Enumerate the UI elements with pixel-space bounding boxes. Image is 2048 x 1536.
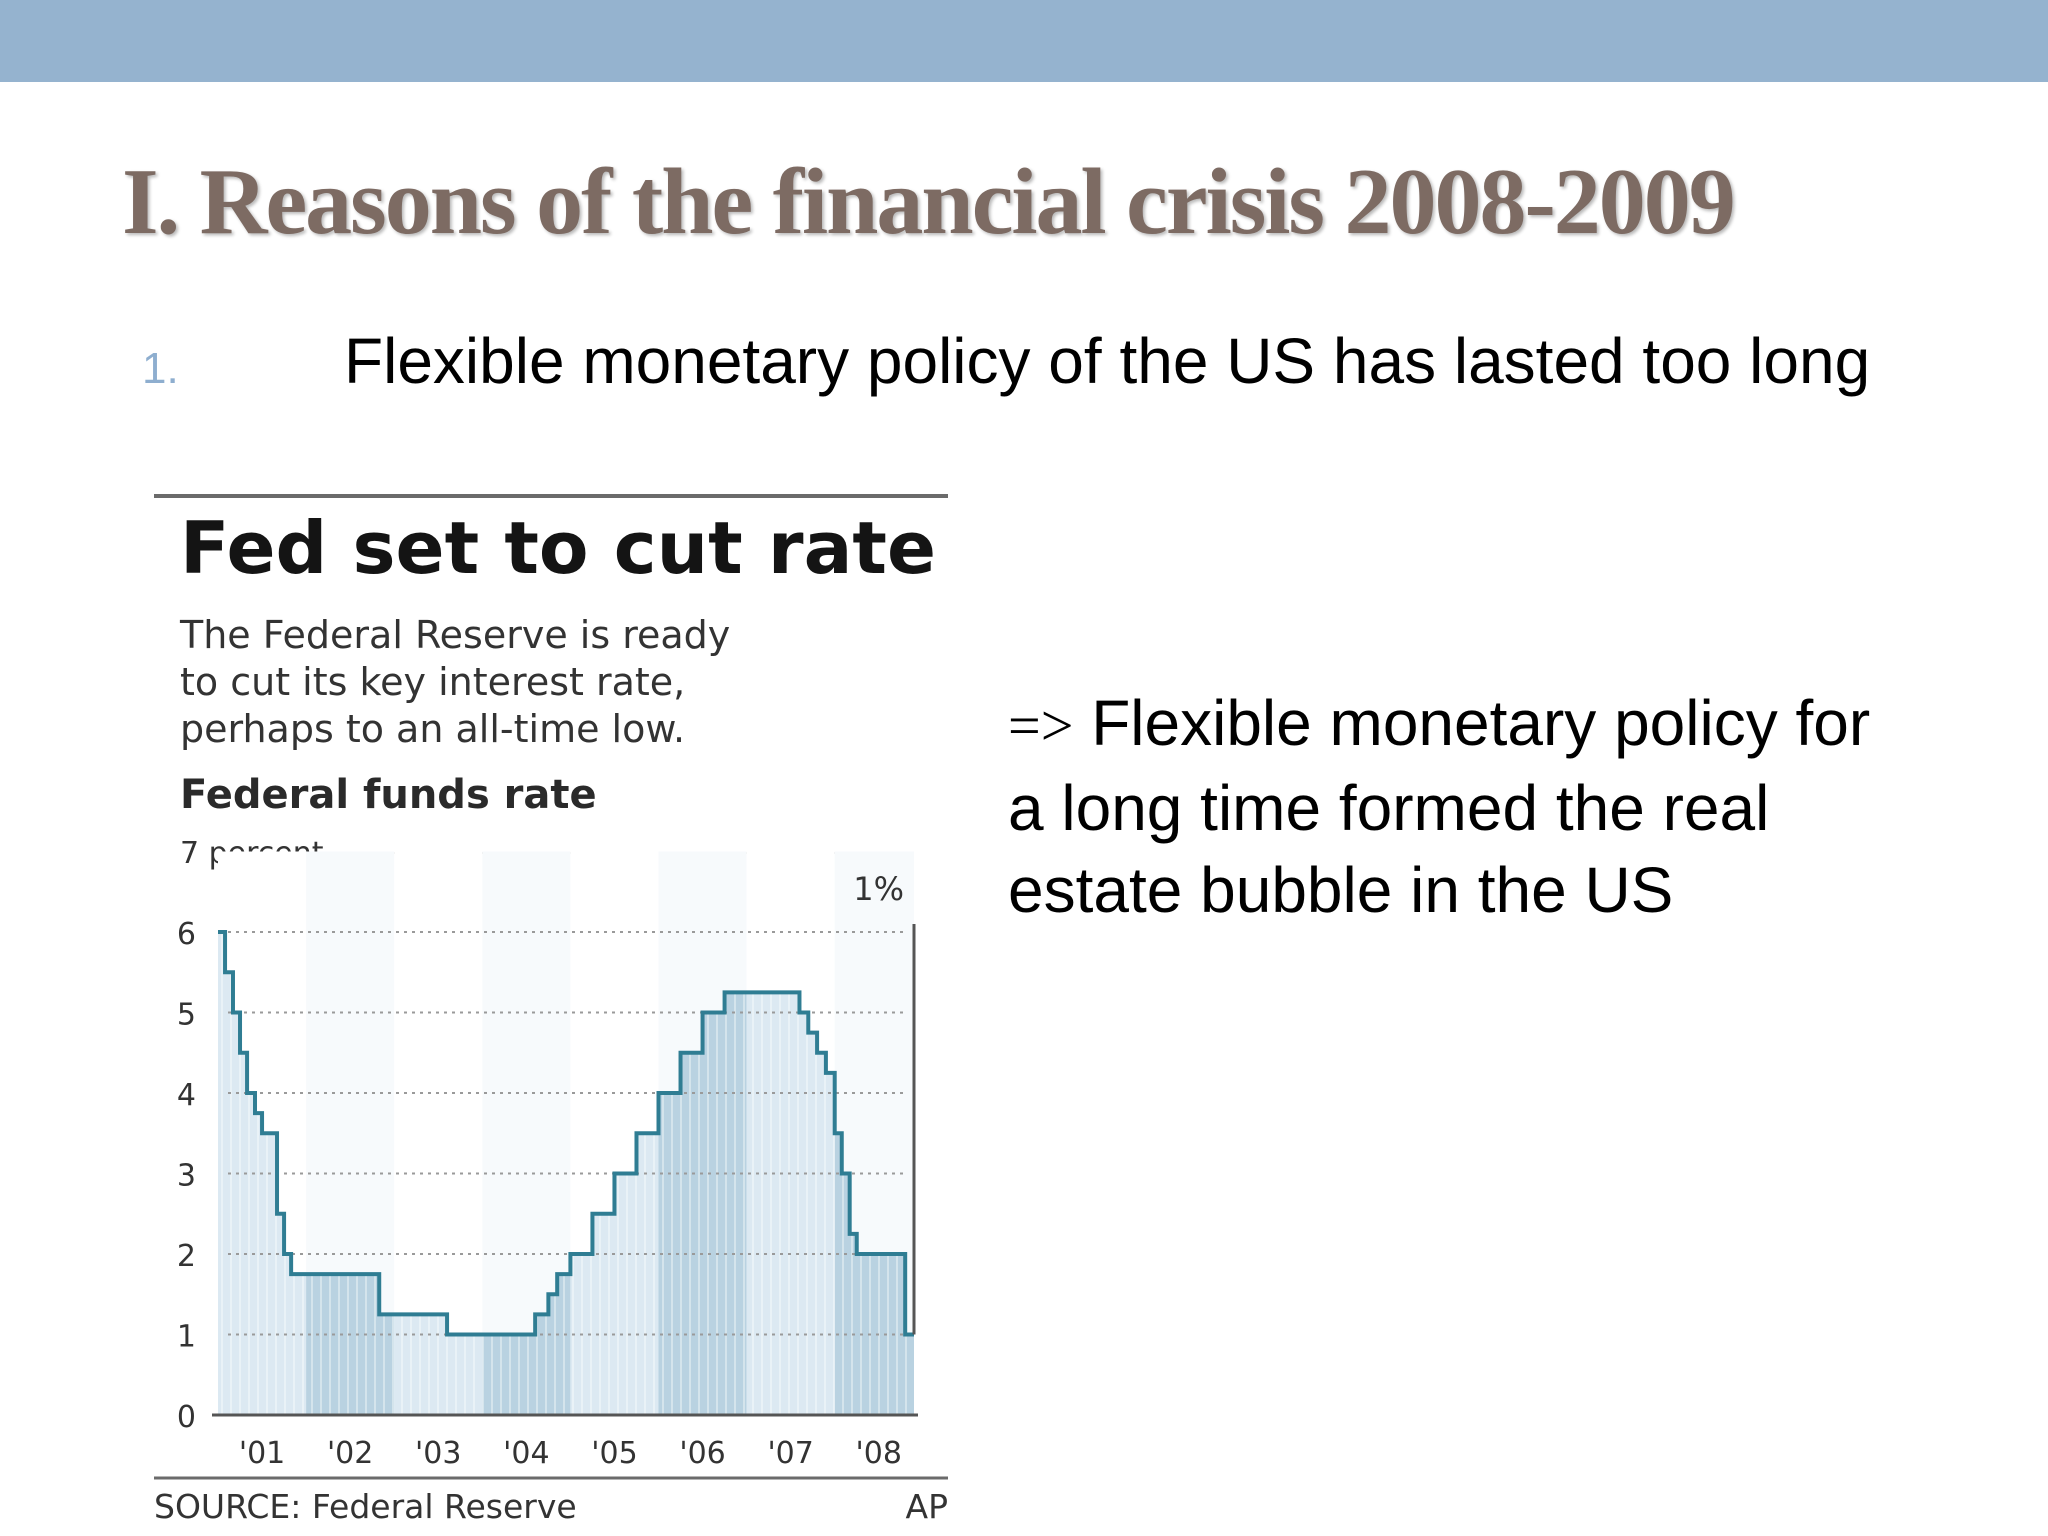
x-tick-label: '06 (679, 1436, 725, 1471)
conclusion-arrow: => (1008, 693, 1074, 758)
x-tick-label: '01 (239, 1436, 285, 1471)
fed-rate-chart: Fed set to cut rate The Federal Reserve … (148, 488, 954, 1528)
chart-svg: Fed set to cut rate The Federal Reserve … (154, 494, 948, 1526)
x-tick-label: '05 (591, 1436, 637, 1471)
chart-title: Fed set to cut rate (180, 506, 936, 590)
x-tick-label: '07 (767, 1436, 813, 1471)
conclusion-text: => Flexible monetary policy for a long t… (1008, 682, 1908, 931)
y-tick-label: 3 (177, 1159, 196, 1194)
chart-series-label: Federal funds rate (180, 772, 597, 818)
rate-series-line (218, 930, 914, 1337)
annotation-label: 1% (853, 870, 904, 908)
chart-subtitle: The Federal Reserve is ready to cut its k… (179, 613, 730, 751)
chart-credit: AP (906, 1487, 948, 1526)
x-tick-label: '08 (856, 1436, 902, 1471)
slide-title: I. Reasons of the financial crisis 2008-… (122, 150, 1736, 254)
y-tick-label: 4 (177, 1078, 196, 1113)
chart-source: SOURCE: Federal Reserve (154, 1487, 577, 1526)
y-tick-label: 2 (177, 1239, 196, 1274)
y-tick-label: 6 (177, 917, 196, 952)
y-tick-label: 1 (177, 1320, 196, 1355)
x-tick-label: '04 (503, 1436, 549, 1471)
conclusion-body: Flexible monetary policy for a long time… (1008, 687, 1871, 926)
x-tick-label: '02 (327, 1436, 373, 1471)
y-tick-label: 5 (177, 998, 196, 1033)
y-tick-label: 0 (177, 1400, 196, 1435)
x-tick-label: '03 (415, 1436, 461, 1471)
plot-area: 0 1 2 3 4 5 6 '01 '02 '03 '04 '05 '06 '07 '08 1% (177, 851, 918, 1471)
top-accent-bar (0, 0, 2048, 82)
bullet-number: 1. (142, 344, 179, 393)
bullet-text: Flexible monetary policy of the US has l… (344, 325, 1871, 397)
